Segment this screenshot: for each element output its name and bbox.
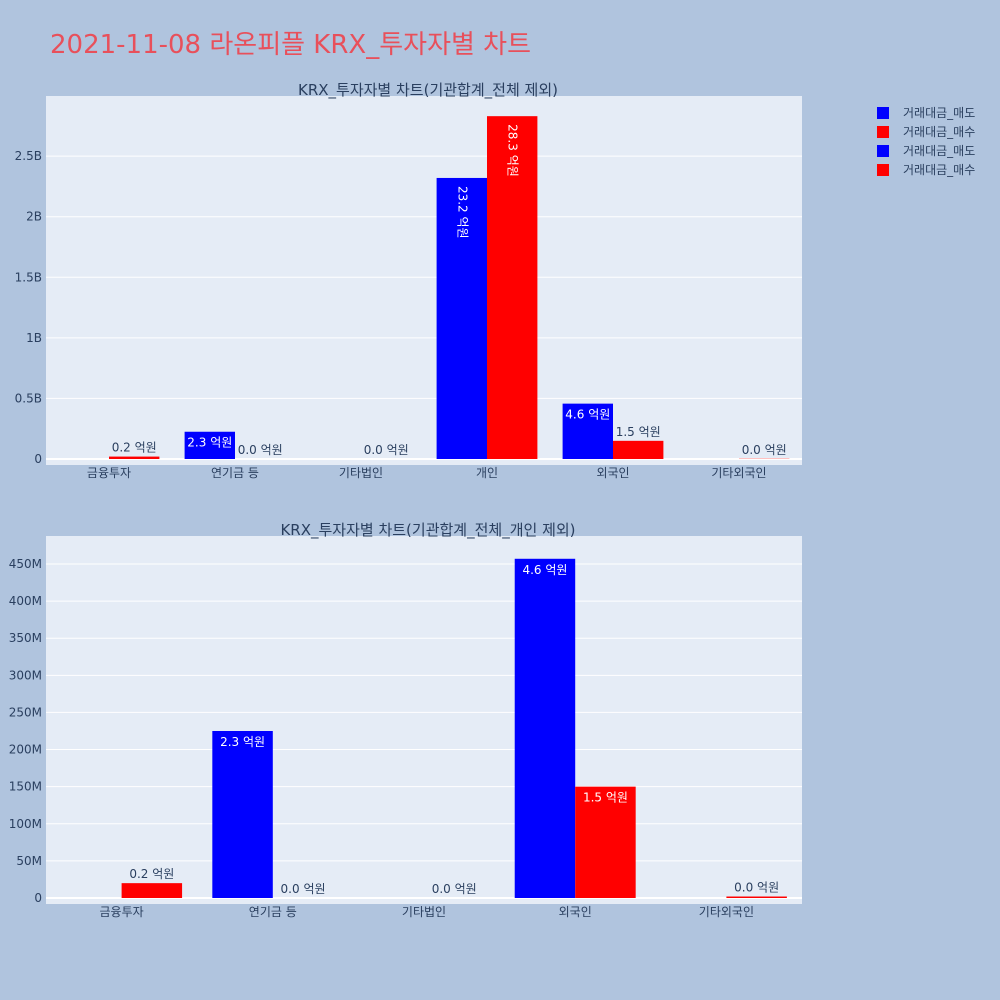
y-tick-label: 50M bbox=[16, 854, 42, 868]
bar-label: 0.0 억원 bbox=[281, 882, 326, 896]
y-tick-label: 0 bbox=[34, 891, 42, 905]
bar bbox=[613, 440, 664, 459]
chart-title: KRX_투자자별 차트(기관합계_전체_개인 제외) bbox=[280, 521, 575, 540]
x-tick-label: 기타외국인 bbox=[699, 905, 754, 919]
y-tick-label: 100M bbox=[9, 817, 42, 831]
x-tick-label: 개인 bbox=[476, 466, 498, 480]
bar-label: 1.5 억원 bbox=[583, 791, 628, 805]
legend-swatch-icon bbox=[877, 163, 889, 176]
bar-label: 0.2 억원 bbox=[129, 867, 174, 881]
bar bbox=[562, 403, 613, 459]
legend-item[interactable]: 거래대금_매도 bbox=[870, 103, 975, 122]
bar bbox=[109, 456, 160, 459]
y-tick-label: 250M bbox=[9, 705, 42, 719]
chart-1: 0 0.5B 1B 1.5B 2B 2.5B KRX_투자자별 차트(기관합계_전체 제외)… bbox=[15, 81, 802, 480]
bar bbox=[575, 786, 636, 898]
bar-label: 4.6 억원 bbox=[565, 408, 610, 422]
y-tick-label: 2.5B bbox=[15, 149, 42, 163]
x-tick-label: 외국인 bbox=[559, 905, 592, 919]
bar bbox=[212, 730, 273, 898]
legend-label: 거래대금_매도 bbox=[903, 106, 976, 120]
x-tick-label: 금융투자 bbox=[87, 466, 131, 480]
bar-label: 1.5 억원 bbox=[616, 425, 661, 439]
x-tick-label: 금융투자 bbox=[100, 905, 144, 919]
bar-label: 0.0 억원 bbox=[364, 443, 409, 457]
bar bbox=[487, 116, 538, 459]
legend-swatch-icon bbox=[877, 144, 889, 157]
y-tick-label: 350M bbox=[9, 631, 42, 645]
legend-swatch-icon bbox=[877, 125, 889, 138]
bar-label: 4.6 억원 bbox=[522, 563, 567, 577]
plot-area bbox=[46, 96, 802, 465]
bar bbox=[121, 883, 183, 898]
legend-label: 거래대금_매수 bbox=[903, 163, 976, 177]
bar bbox=[436, 177, 487, 460]
y-tick-label: 0.5B bbox=[15, 391, 42, 405]
legend-item[interactable]: 거래대금_매수 bbox=[870, 122, 975, 141]
y-tick-label: 1.5B bbox=[15, 270, 42, 284]
bar-label: 23.2 억원 bbox=[455, 186, 469, 239]
bar-label: 0.0 억원 bbox=[432, 882, 477, 896]
x-tick-label: 외국인 bbox=[596, 466, 629, 480]
bar-label: 0.2 억원 bbox=[112, 441, 157, 455]
plot-area bbox=[46, 536, 802, 904]
legend-item[interactable]: 거래대금_매도 bbox=[870, 141, 975, 160]
x-tick-label: 기타법인 bbox=[339, 466, 383, 480]
chart-2: 0 50M 100M 150M 200M 250M 300M 350M 400M 450M KRX_… bbox=[9, 521, 802, 919]
x-tick-label: 기타법인 bbox=[402, 905, 446, 919]
x-tick-label: 기타외국인 bbox=[711, 466, 766, 480]
bar-label: 0.0 억원 bbox=[238, 443, 283, 457]
chart-title: KRX_투자자별 차트(기관합계_전체 제외) bbox=[298, 81, 558, 100]
x-tick-label: 연기금 등 bbox=[211, 466, 259, 480]
bar-label: 0.0 억원 bbox=[734, 881, 779, 895]
y-tick-label: 2B bbox=[26, 210, 42, 224]
legend-label: 거래대금_매수 bbox=[903, 125, 976, 139]
y-tick-label: 300M bbox=[9, 668, 42, 682]
bar bbox=[184, 431, 235, 459]
y-tick-label: 200M bbox=[9, 743, 42, 757]
legend-item[interactable]: 거래대금_매수 bbox=[870, 160, 975, 179]
bar-label: 28.3 억원 bbox=[506, 124, 520, 177]
legend-swatch-icon bbox=[877, 106, 889, 119]
bar-label: 0.0 억원 bbox=[742, 443, 787, 457]
y-tick-label: 150M bbox=[9, 780, 42, 794]
y-tick-label: 0 bbox=[34, 452, 42, 466]
bar-label: 2.3 억원 bbox=[187, 436, 232, 450]
y-tick-label: 400M bbox=[9, 594, 42, 608]
page-title: 2021-11-08 라온피플 KRX_투자자별 차트 bbox=[50, 30, 532, 60]
bar-label: 2.3 억원 bbox=[220, 735, 265, 749]
legend[interactable]: 거래대금_매도 거래대금_매수 거래대금_매도 거래대금_매수 bbox=[870, 103, 975, 179]
x-tick-label: 연기금 등 bbox=[249, 905, 297, 919]
y-tick-label: 450M bbox=[9, 557, 42, 571]
bar bbox=[514, 558, 576, 898]
legend-label: 거래대금_매도 bbox=[903, 144, 976, 158]
bar bbox=[726, 896, 787, 898]
y-tick-label: 1B bbox=[26, 331, 42, 345]
